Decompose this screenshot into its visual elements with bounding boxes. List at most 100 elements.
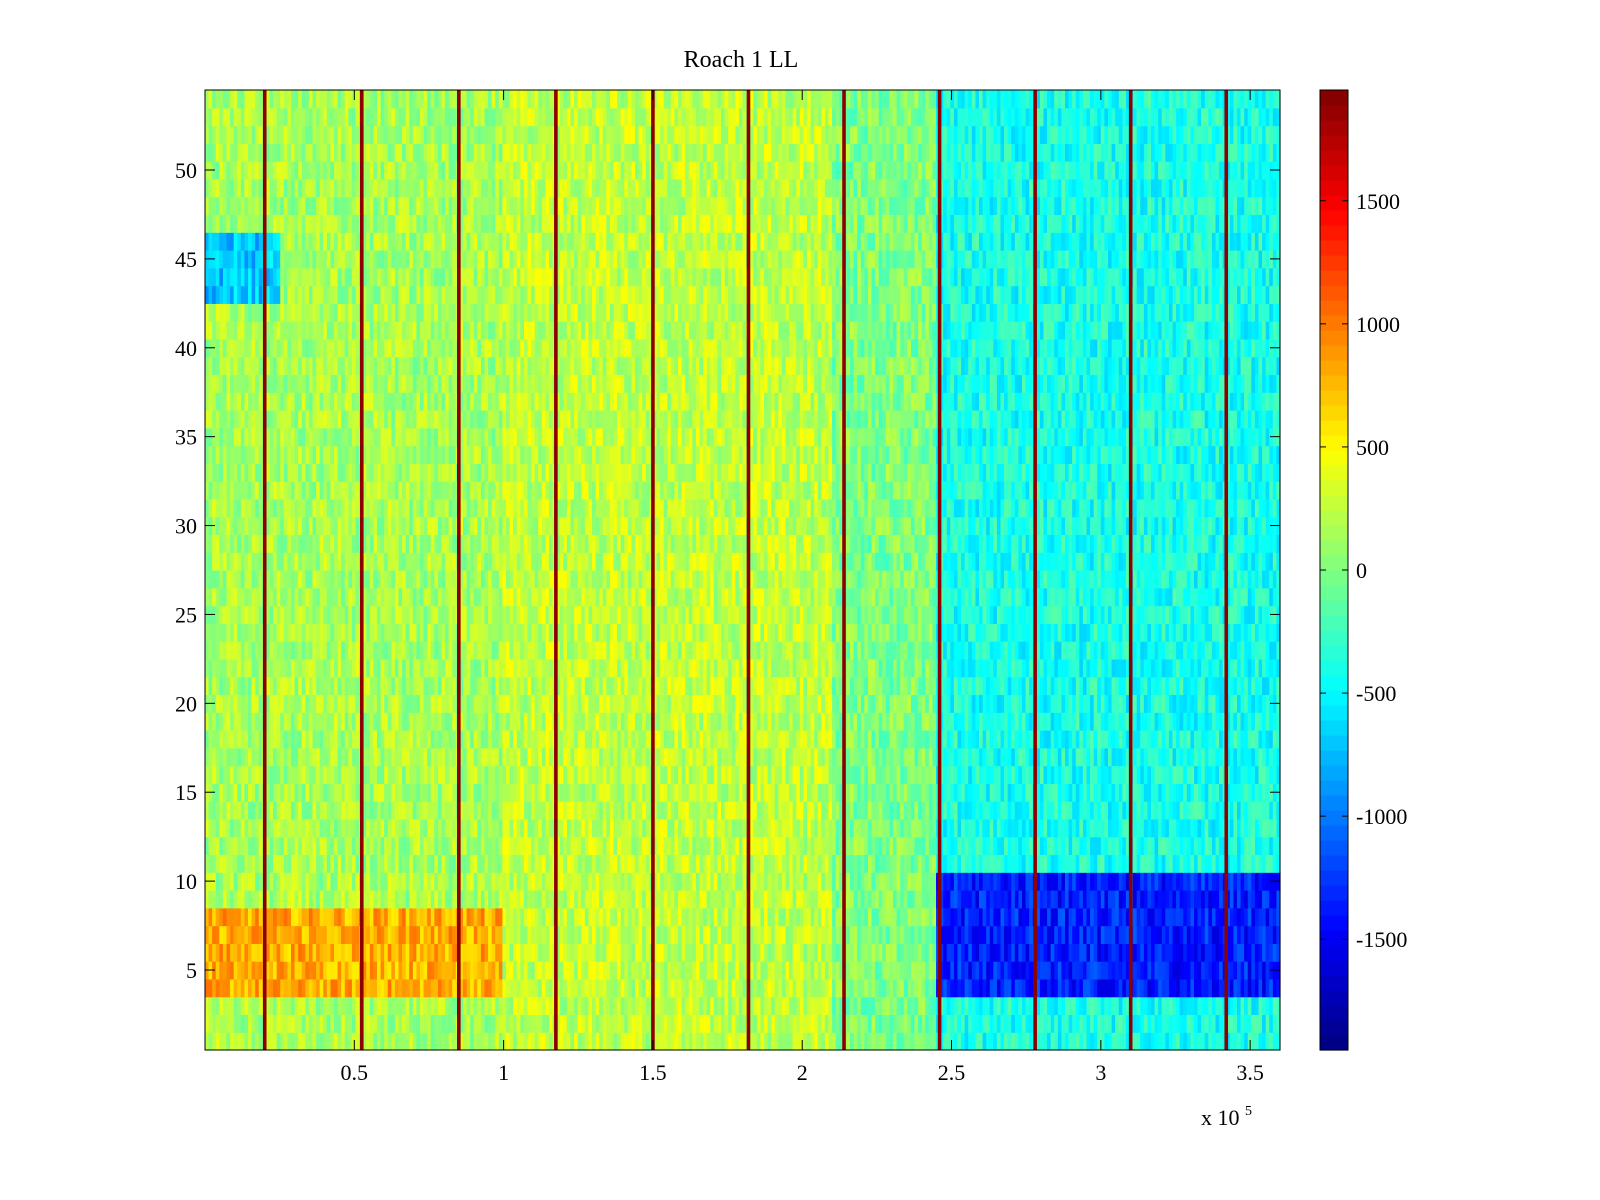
heatmap-cell: [1050, 854, 1055, 873]
heatmap-cell: [240, 854, 246, 873]
heatmap-cell: [846, 872, 851, 891]
heatmap-cell: [265, 836, 271, 856]
heatmap-cell: [900, 961, 905, 980]
heatmap-cell: [516, 818, 521, 838]
heatmap-cell: [595, 783, 600, 802]
heatmap-cell: [1004, 765, 1009, 784]
heatmap-cell: [918, 1032, 923, 1051]
heatmap-cell: [323, 872, 328, 891]
heatmap-cell: [749, 747, 754, 767]
heatmap-cell: [222, 765, 228, 784]
heatmap-cell: [642, 801, 647, 820]
heatmap-cell: [867, 943, 873, 962]
heatmap-cell: [362, 747, 367, 767]
heatmap-cell: [1233, 978, 1238, 998]
heatmap-cell: [796, 890, 801, 909]
heatmap-cell: [821, 818, 826, 838]
heatmap-cell: [996, 978, 1002, 998]
heatmap-cell: [351, 1014, 357, 1033]
heatmap-cell: [928, 872, 934, 891]
heatmap-cell: [832, 925, 837, 944]
heatmap-cell: [885, 818, 891, 838]
heatmap-cell: [735, 801, 740, 820]
heatmap-cell: [291, 943, 296, 962]
heatmap-cell: [903, 961, 908, 980]
heatmap-cell: [620, 818, 625, 838]
heatmap-cell: [803, 801, 808, 820]
heatmap-cell: [405, 872, 410, 891]
heatmap-cell: [427, 854, 432, 873]
heatmap-cell: [276, 818, 281, 838]
heatmap-cell: [595, 961, 600, 980]
heatmap-cell: [287, 978, 292, 998]
heatmap-cell: [495, 961, 500, 980]
heatmap-cell: [294, 978, 299, 998]
heatmap-cell: [685, 1014, 690, 1033]
heatmap-cell: [556, 854, 561, 873]
heatmap-cell: [692, 765, 697, 784]
heatmap-cell: [986, 978, 991, 998]
heatmap-cell: [993, 978, 998, 998]
heatmap-cell: [660, 836, 665, 856]
heatmap-cell: [1072, 854, 1077, 873]
heatmap-cell: [1004, 890, 1009, 909]
heatmap-cell: [222, 907, 228, 927]
heatmap-cell: [541, 783, 547, 802]
heatmap-cell: [448, 996, 453, 1016]
heatmap-cell: [1183, 961, 1188, 980]
heatmap-cell: [520, 961, 525, 980]
heatmap-cell: [986, 1014, 991, 1033]
heatmap-cell: [1082, 836, 1088, 856]
heatmap-cell: [1262, 890, 1267, 909]
heatmap-cell: [1050, 961, 1055, 980]
heatmap-cell: [975, 854, 980, 873]
heatmap-cell: [660, 801, 665, 820]
heatmap-cell: [1226, 907, 1231, 927]
heatmap-cell: [1007, 783, 1012, 802]
heatmap-cell: [760, 765, 765, 784]
heatmap-cell: [1086, 836, 1091, 856]
heatmap-cell: [1047, 872, 1052, 891]
heatmap-cell: [789, 996, 794, 1016]
heatmap-cell: [713, 783, 719, 802]
heatmap-cell: [1047, 1032, 1052, 1051]
heatmap-cell: [817, 854, 822, 873]
heatmap-cell: [835, 996, 840, 1016]
heatmap-cell: [1194, 872, 1199, 891]
heatmap-cell: [1237, 925, 1242, 944]
heatmap-cell: [781, 836, 787, 856]
heatmap-cell: [1265, 765, 1270, 784]
heatmap-cell: [1086, 943, 1091, 962]
heatmap-cell: [1269, 925, 1274, 944]
heatmap-cell: [1108, 890, 1113, 909]
heatmap-cell: [1115, 854, 1120, 873]
heatmap-cell: [337, 978, 342, 998]
heatmap-cell: [939, 1014, 944, 1033]
heatmap-cell: [796, 783, 801, 802]
heatmap-cell: [631, 783, 636, 802]
heatmap-cell: [688, 836, 693, 856]
heatmap-cell: [1204, 925, 1209, 944]
heatmap-cell: [670, 783, 676, 802]
heatmap-cell: [409, 836, 414, 856]
heatmap-cell: [778, 836, 783, 856]
heatmap-cell: [1029, 961, 1034, 980]
heatmap-cell: [291, 907, 296, 927]
heatmap-cell: [1147, 943, 1152, 962]
heatmap-cell: [452, 836, 457, 856]
heatmap-cell: [1086, 890, 1091, 909]
heatmap-cell: [1029, 1032, 1034, 1051]
heatmap-cell: [545, 872, 550, 891]
heatmap-cell: [652, 1032, 658, 1051]
heatmap-cell: [427, 925, 432, 944]
heatmap-cell: [1258, 907, 1263, 927]
heatmap-cell: [248, 872, 253, 891]
heatmap-cell: [402, 801, 407, 820]
heatmap-cell: [1204, 765, 1209, 784]
heatmap-cell: [713, 890, 719, 909]
heatmap-cell: [348, 836, 353, 856]
heatmap-cell: [588, 854, 593, 873]
heatmap-cell: [832, 943, 837, 962]
heatmap-cell: [721, 747, 726, 767]
heatmap-cell: [298, 1032, 303, 1051]
